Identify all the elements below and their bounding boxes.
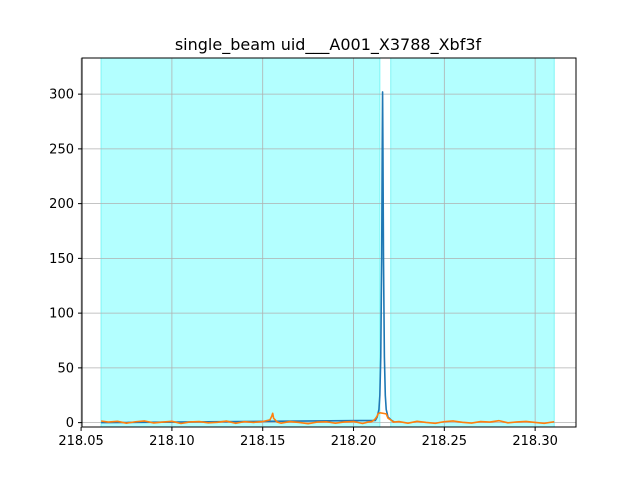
series-line-1 <box>101 91 395 424</box>
y-tick-label: 150 <box>49 252 74 267</box>
y-tick-label: 300 <box>49 88 74 103</box>
x-tick-label: 218.20 <box>331 434 377 449</box>
x-tick-label: 218.25 <box>422 434 468 449</box>
y-tick-label: 50 <box>57 361 74 376</box>
shaded-range-1 <box>100 57 381 428</box>
y-tick-label: 0 <box>66 416 74 431</box>
x-tick-label: 218.15 <box>240 434 286 449</box>
grid-lines <box>80 58 576 427</box>
plot-frame <box>81 57 577 428</box>
series-lines <box>100 91 555 425</box>
y-tick-label: 200 <box>49 197 74 212</box>
x-tick-label: 218.10 <box>149 434 195 449</box>
shaded-range-2 <box>390 57 555 428</box>
x-axis: 218.05 218.10 218.15 218.20 218.25 218.30 <box>58 427 558 449</box>
series-line-2 <box>100 411 555 425</box>
x-tick-label: 218.30 <box>512 434 558 449</box>
y-tick-label: 250 <box>49 142 74 157</box>
y-axis: 0 50 100 150 200 250 300 <box>49 88 82 431</box>
y-tick-label: 100 <box>49 307 74 322</box>
shaded-regions <box>100 57 555 428</box>
x-tick-label: 218.05 <box>58 434 104 449</box>
chart-title: single_beam uid___A001_X3788_Xbf3f <box>175 35 482 55</box>
